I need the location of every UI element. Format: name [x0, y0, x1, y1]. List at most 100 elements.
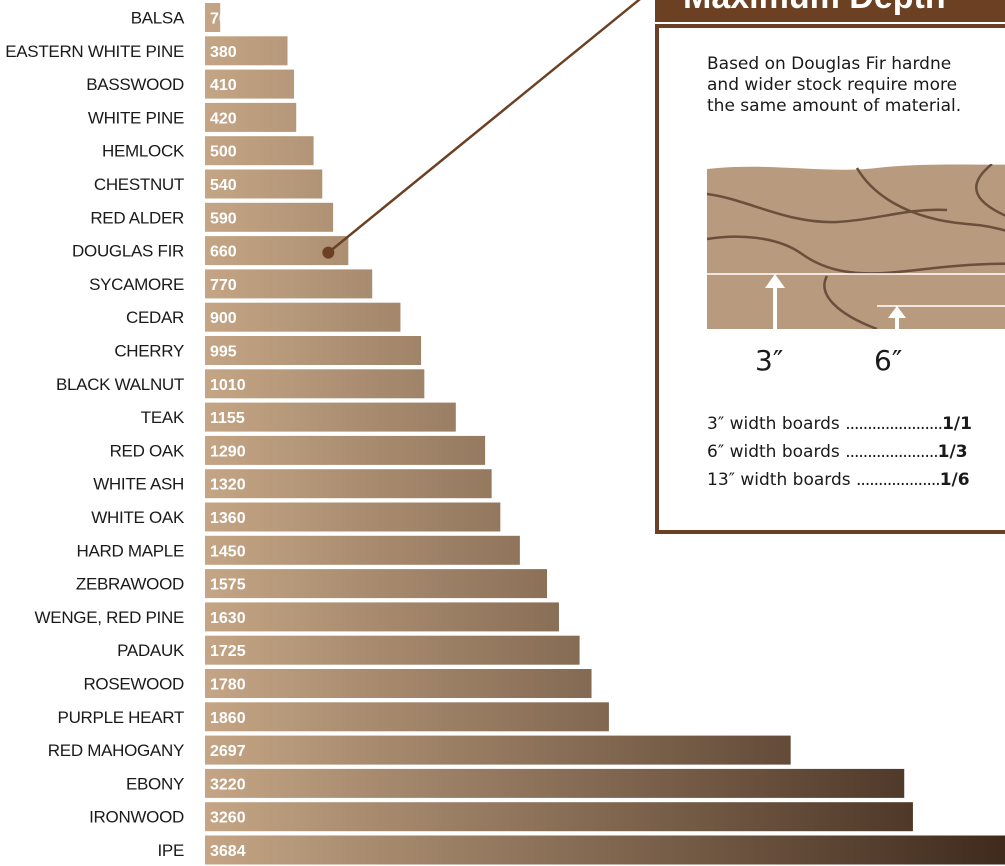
bar-ipe: [205, 835, 1005, 865]
width-label-3in: 3″: [755, 344, 784, 377]
data-label: 590: [210, 210, 237, 227]
bar-red-mahogany: [205, 735, 791, 765]
fraction-row: 3″ width boards ......................1/…: [707, 414, 972, 434]
highlight-marker: [322, 246, 335, 259]
bar-zebrawood: [205, 569, 548, 599]
bar-white-ash: [205, 469, 492, 499]
callout-description: Based on Douglas Fir hardne and wider st…: [707, 54, 1005, 117]
data-label: 380: [210, 44, 237, 61]
bar-wenge-red-pine: [205, 602, 559, 632]
category-label: BASSWOOD: [86, 75, 184, 94]
data-label: 1450: [210, 543, 246, 560]
category-label: RED OAK: [110, 441, 185, 460]
data-label: 1780: [210, 677, 246, 694]
category-label: RED ALDER: [90, 208, 184, 227]
category-label: RED MAHOGANY: [48, 741, 184, 760]
data-label: 660: [210, 244, 237, 261]
category-label: EBONY: [126, 774, 184, 793]
category-label: DOUGLAS FIR: [72, 242, 184, 261]
data-label: 770: [210, 277, 237, 294]
data-label: 70: [210, 11, 228, 28]
data-label: 900: [210, 310, 237, 327]
bar-red-alder: [205, 202, 334, 232]
category-label: HARD MAPLE: [76, 541, 184, 560]
bar-cherry: [205, 336, 422, 365]
category-label: CHESTNUT: [94, 175, 184, 194]
callout-title-bar: Maximum Depth: [655, 0, 1005, 22]
category-label: WHITE OAK: [91, 508, 185, 527]
category-label: CHERRY: [114, 342, 184, 361]
data-label: 3684: [210, 843, 246, 860]
board-shape: [707, 164, 1005, 329]
callout-description-line: Based on Douglas Fir hardne: [707, 54, 952, 74]
fraction-row: 6″ width boards .....................1/3: [707, 442, 968, 462]
fraction-row-label: 13″ width boards: [707, 470, 851, 490]
fraction-row-dots: ...................: [856, 470, 941, 490]
board-diagram: [707, 164, 1005, 329]
bar-chestnut: [205, 169, 323, 199]
data-label: 995: [210, 344, 237, 361]
data-label: 540: [210, 177, 237, 194]
bar-balsa: [205, 3, 221, 32]
category-label: PADAUK: [117, 641, 185, 660]
arrow-up-icon: [888, 306, 906, 329]
category-label: WHITE PINE: [88, 108, 184, 127]
bar-teak: [205, 402, 456, 432]
bar-ironwood: [205, 802, 913, 832]
bar-hard-maple: [205, 535, 520, 565]
callout-description-line: the same amount of material.: [707, 96, 962, 116]
category-label: CEDAR: [126, 308, 184, 327]
bar-black-walnut: [205, 369, 425, 399]
data-label: 410: [210, 77, 237, 94]
data-label: 420: [210, 110, 237, 127]
data-label: 1860: [210, 710, 246, 727]
fraction-row-value: 1/6: [939, 470, 970, 490]
data-label: 1155: [210, 410, 245, 427]
data-label: 1290: [210, 443, 246, 460]
data-label: 1010: [210, 377, 246, 394]
category-label: WHITE ASH: [93, 475, 184, 494]
data-label: 1575: [210, 577, 246, 594]
category-label: IPE: [157, 841, 184, 860]
category-label: HEMLOCK: [102, 142, 185, 161]
fraction-row-value: 1/1: [942, 414, 972, 434]
category-label: TEAK: [141, 408, 185, 427]
bar-rosewood: [205, 669, 592, 698]
data-label: 2697: [210, 743, 246, 760]
fraction-row-label: 3″ width boards: [707, 414, 840, 434]
data-label: 1360: [210, 510, 246, 527]
data-label: 3220: [210, 776, 246, 793]
fraction-row-label: 6″ width boards: [707, 442, 840, 462]
category-label: PURPLE HEART: [58, 708, 184, 727]
max-depth-callout: Based on Douglas Fir hardne and wider st…: [655, 24, 1005, 534]
bar-white-pine: [205, 102, 297, 132]
fraction-row-dots: .....................: [845, 442, 938, 462]
width-label-6in: 6″: [874, 344, 903, 377]
data-label: 1725: [210, 643, 246, 660]
bar-white-oak: [205, 502, 501, 532]
bar-cedar: [205, 302, 401, 332]
fraction-row-value: 1/3: [937, 442, 968, 462]
bar-red-oak: [205, 435, 486, 465]
category-label: BALSA: [131, 9, 185, 28]
category-label: EASTERN WHITE PINE: [5, 42, 184, 61]
bar-padauk: [205, 635, 580, 665]
data-label: 3260: [210, 810, 246, 827]
bar-purple-heart: [205, 702, 609, 732]
bar-ebony: [205, 768, 905, 798]
category-label: WENGE, RED PINE: [35, 608, 184, 627]
callout-connector-line: [327, 0, 641, 254]
data-label: 1320: [210, 477, 246, 494]
fraction-row-dots: ......................: [845, 414, 943, 434]
wood-grain: [707, 164, 1005, 329]
category-label: IRONWOOD: [89, 808, 184, 827]
bar-eastern-white-pine: [205, 36, 288, 66]
category-label: BLACK WALNUT: [56, 375, 184, 394]
fraction-row: 13″ width boards ...................1/6: [707, 470, 970, 490]
data-label: 500: [210, 144, 237, 161]
callout-title: Maximum Depth: [683, 0, 946, 17]
category-label: SYCAMORE: [89, 275, 184, 294]
bar-hemlock: [205, 136, 314, 166]
category-label: ROSEWOOD: [83, 675, 184, 694]
